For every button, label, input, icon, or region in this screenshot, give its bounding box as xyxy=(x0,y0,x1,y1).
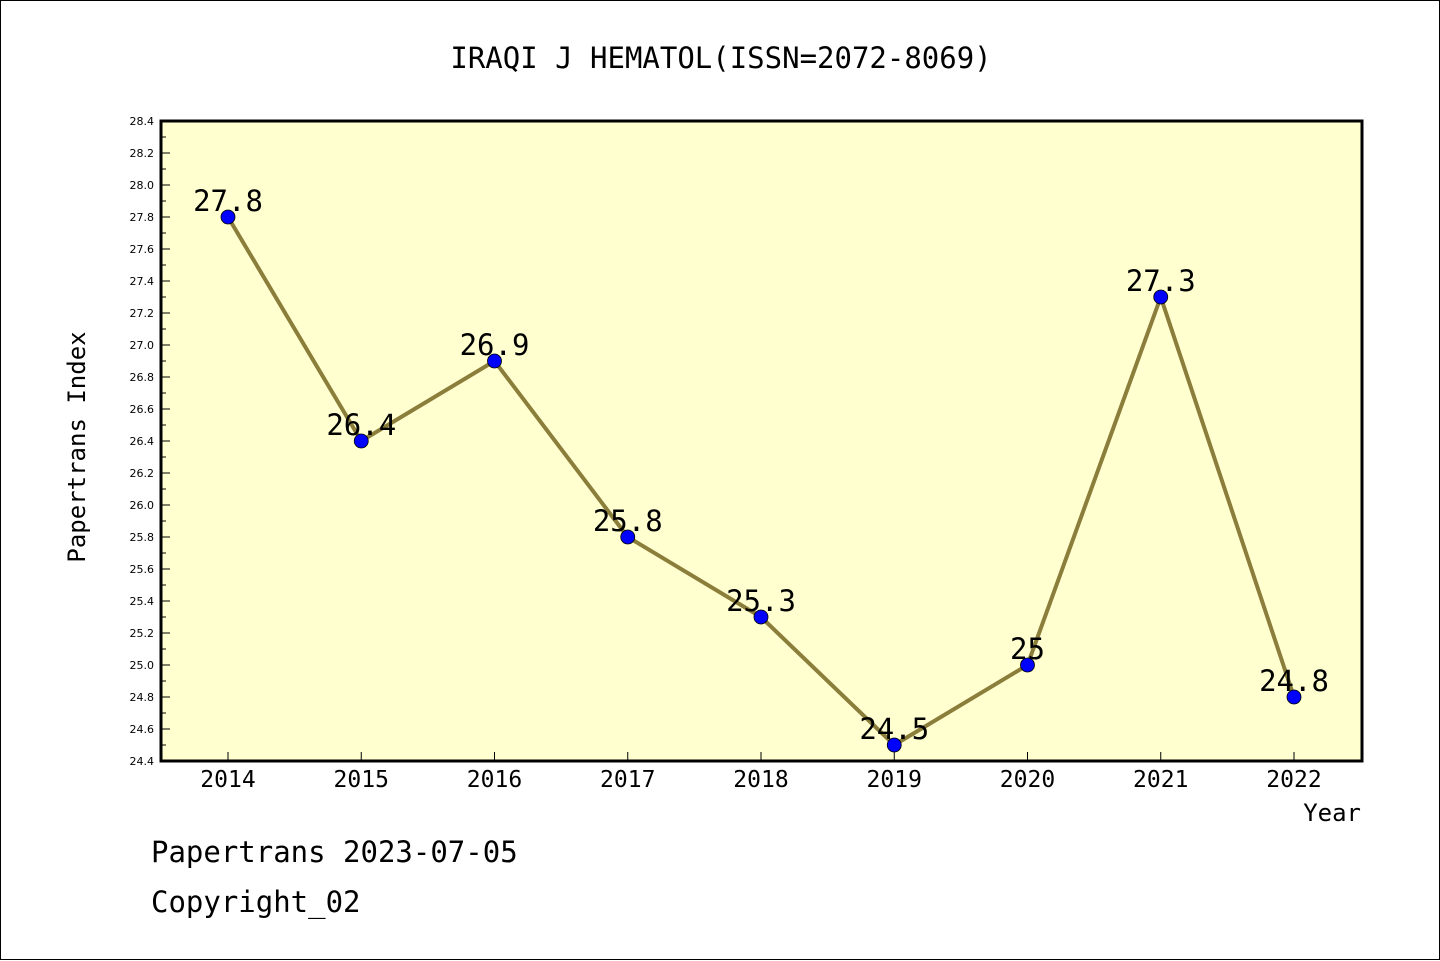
y-tick-label: 28.2 xyxy=(130,147,155,160)
x-tick-label: 2019 xyxy=(867,767,922,793)
plot-border xyxy=(159,119,1364,763)
data-point-marker xyxy=(620,529,636,545)
y-tick-label: 25.6 xyxy=(130,563,155,576)
footer-copyright-text: Copyright_02 xyxy=(151,885,361,919)
y-tick-label: 26.8 xyxy=(130,371,155,384)
y-tick-label: 27.6 xyxy=(130,243,155,256)
x-tick-label: 2015 xyxy=(334,767,389,793)
data-labels: 27.8 26.4 26.9 25.8 25.3 24.5 25 27.3 24.8 xyxy=(193,184,1329,746)
data-point-marker xyxy=(353,433,369,449)
y-tick-label: 27.0 xyxy=(130,339,155,352)
y-tick-label: 26.6 xyxy=(130,403,155,416)
data-label: 27.3 xyxy=(1126,264,1196,298)
data-point-marker xyxy=(886,737,902,753)
y-tick-label: 27.8 xyxy=(130,211,155,224)
data-point-marker xyxy=(1286,689,1302,705)
data-label: 26.4 xyxy=(326,408,396,442)
data-point-marker xyxy=(1020,657,1035,673)
data-label: 25.3 xyxy=(726,584,796,618)
x-axis-label: Year xyxy=(1303,799,1361,827)
y-tick-label: 26.2 xyxy=(130,467,155,480)
y-tick-label: 26.4 xyxy=(130,435,155,448)
data-label: 24.8 xyxy=(1259,664,1329,698)
chart-title: IRAQI J HEMATOL(ISSN=2072-8069) xyxy=(450,41,991,75)
data-point-marker xyxy=(487,353,502,369)
footer-date-text: Papertrans 2023-07-05 xyxy=(151,835,518,869)
data-label: 27.8 xyxy=(193,184,263,218)
y-axis-ticks: 24.4 24.6 24.8 25.0 25.2 25.4 25.6 25.8 26.0 26.2… xyxy=(130,115,170,768)
y-tick-label: 26.0 xyxy=(130,499,155,512)
y-tick-label: 25.4 xyxy=(130,595,155,608)
data-label: 25 xyxy=(1010,632,1045,666)
x-tick-label: 2014 xyxy=(200,767,255,793)
x-tick-label: 2022 xyxy=(1266,767,1321,793)
y-tick-label: 24.4 xyxy=(130,755,155,768)
y-axis-label: Papertrans Index xyxy=(63,331,91,562)
y-tick-label: 27.2 xyxy=(130,307,155,320)
data-point-marker xyxy=(1153,289,1169,305)
y-tick-label: 28.0 xyxy=(130,179,155,192)
data-label: 26.9 xyxy=(460,328,530,362)
data-point-marker xyxy=(220,209,236,225)
series-markers xyxy=(220,209,1302,753)
y-tick-label: 25.2 xyxy=(130,627,155,640)
x-axis-ticks: 2014 2015 2016 2017 2018 2019 2020 2021 2022 xyxy=(200,752,1322,793)
y-tick-label: 28.4 xyxy=(130,115,155,128)
y-tick-label: 27.4 xyxy=(130,275,155,288)
x-tick-label: 2021 xyxy=(1133,767,1188,793)
x-tick-label: 2016 xyxy=(467,767,522,793)
data-label: 25.8 xyxy=(593,504,663,538)
y-tick-label: 24.6 xyxy=(130,723,155,736)
y-tick-label: 25.0 xyxy=(130,659,155,672)
y-tick-label: 24.8 xyxy=(130,691,155,704)
y-tick-label: 25.8 xyxy=(130,531,155,544)
x-tick-label: 2017 xyxy=(600,767,655,793)
data-point-marker xyxy=(753,609,769,625)
data-label: 24.5 xyxy=(859,712,929,746)
x-tick-label: 2020 xyxy=(1000,767,1055,793)
x-tick-label: 2018 xyxy=(733,767,788,793)
